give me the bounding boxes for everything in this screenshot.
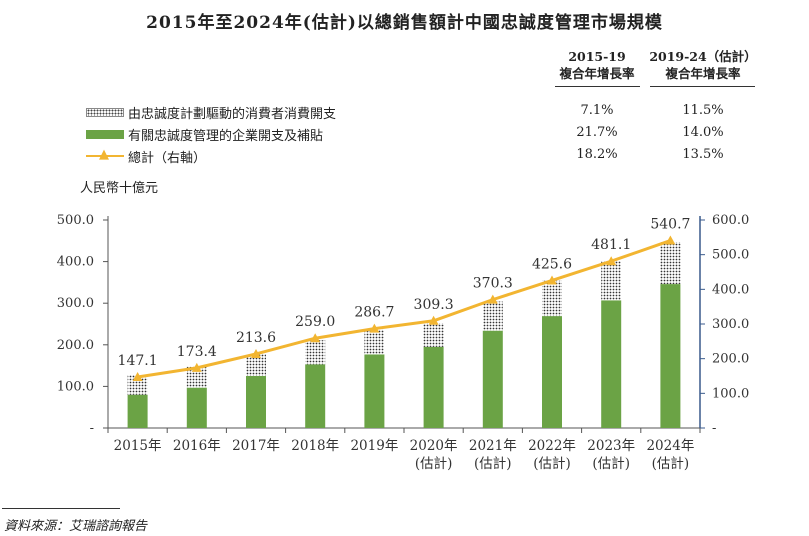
cagr-value: 14.0% bbox=[682, 125, 724, 140]
cagr-value: 18.2% bbox=[576, 147, 618, 162]
source-rule bbox=[2, 508, 120, 509]
bar-enterprise-spending bbox=[364, 354, 385, 428]
cagr-header-period: 2015-19 bbox=[568, 49, 626, 64]
bar-consumer-spending bbox=[186, 366, 207, 388]
total-marker-triangle bbox=[428, 315, 439, 325]
left-axis-tick-label: 100.0 bbox=[57, 379, 94, 394]
left-axis-tick-label: 200.0 bbox=[57, 338, 94, 353]
x-axis-category-label: 2019年 bbox=[350, 438, 398, 454]
bar-enterprise-spending bbox=[305, 364, 326, 428]
total-marker-triangle bbox=[606, 256, 617, 266]
chart-title: 2015年至2024年(估計)以總銷售額計中國忠誠度管理市場規模 bbox=[146, 13, 663, 33]
cagr-header-2015-19: 2015-19 複合年增長率 bbox=[537, 48, 657, 82]
x-axis-category-label: 2020年(估計) bbox=[410, 438, 458, 472]
right-axis-tick-label: 400.0 bbox=[712, 282, 749, 297]
legend-swatch-line-triangle bbox=[86, 147, 124, 163]
bar-consumer-spending bbox=[660, 242, 681, 285]
total-marker-triangle bbox=[310, 333, 321, 343]
cagr-header-label: 複合年增長率 bbox=[559, 66, 635, 81]
total-marker-triangle bbox=[369, 323, 380, 333]
legend-item-enterprise: 有關忠誠度管理的企業開支及補貼 bbox=[86, 124, 323, 144]
bar-enterprise-spending bbox=[660, 284, 681, 428]
total-data-label: 173.4 bbox=[177, 344, 217, 360]
bar-consumer-spending bbox=[482, 301, 503, 331]
cagr-header-rule bbox=[650, 86, 755, 87]
total-data-label: 286.7 bbox=[354, 305, 394, 321]
cagr-value: 7.1% bbox=[580, 103, 614, 118]
right-axis-tick-label: 200.0 bbox=[712, 352, 749, 367]
legend-swatch-dotted bbox=[86, 107, 124, 117]
total-data-label: 540.7 bbox=[650, 217, 690, 233]
unit-label: 人民幣十億元 bbox=[80, 181, 159, 196]
market-size-chart: - 100.0 200.0 300.0 400.0 500.0 - 100.0 200.0 300… bbox=[57, 213, 749, 472]
total-marker-triangle bbox=[191, 362, 202, 372]
right-axis-tick-label: 600.0 bbox=[712, 213, 749, 228]
bar-consumer-spending bbox=[305, 340, 326, 365]
cagr-header-2019-24: 2019-24（估計） 複合年增長率 bbox=[643, 48, 763, 82]
bar-enterprise-spending bbox=[601, 300, 622, 428]
legend-label: 由忠誠度計劃驅動的消費者消費開支 bbox=[128, 106, 337, 122]
bar-consumer-spending bbox=[542, 280, 562, 317]
bar-consumer-spending bbox=[364, 329, 385, 355]
x-axis-category-label: 2015年 bbox=[114, 438, 162, 454]
legend-item-consumer: 由忠誠度計劃驅動的消費者消費開支 bbox=[86, 102, 336, 122]
total-data-label: 481.1 bbox=[591, 237, 631, 253]
total-data-label: 309.3 bbox=[414, 297, 454, 313]
x-axis-category-label: 2022年(估計) bbox=[528, 438, 576, 472]
cagr-value: 11.5% bbox=[682, 103, 724, 118]
total-marker-triangle bbox=[251, 348, 261, 358]
right-axis-tick-label: - bbox=[712, 421, 716, 436]
cagr-value: 21.7% bbox=[576, 125, 618, 140]
bar-consumer-spending bbox=[246, 354, 266, 376]
x-axis-category-label: 2018年 bbox=[291, 438, 339, 454]
legend-item-total: 總計（右軸） bbox=[86, 146, 206, 166]
total-line bbox=[137, 239, 671, 379]
left-axis-tick-label: - bbox=[90, 421, 94, 436]
total-data-label: 259.0 bbox=[295, 314, 335, 330]
total-data-label: 370.3 bbox=[473, 276, 513, 292]
right-axis-tick-label: 300.0 bbox=[712, 317, 749, 332]
bar-enterprise-spending bbox=[423, 346, 444, 428]
right-axis-tick-label: 500.0 bbox=[712, 248, 749, 263]
bar-consumer-spending bbox=[423, 323, 444, 347]
bar-consumer-spending bbox=[601, 260, 622, 301]
x-axis-category-label: 2023年(估計) bbox=[587, 438, 635, 472]
left-axis-tick-label: 400.0 bbox=[57, 255, 94, 270]
cagr-value: 13.5% bbox=[682, 147, 724, 162]
cagr-header-label: 複合年增長率 bbox=[665, 66, 741, 81]
bar-enterprise-spending bbox=[482, 330, 503, 428]
total-marker-triangle bbox=[487, 294, 498, 304]
left-axis-tick-label: 500.0 bbox=[57, 213, 94, 228]
x-axis-category-label: 2021年(估計) bbox=[469, 438, 517, 472]
total-data-label: 425.6 bbox=[532, 256, 572, 272]
legend-swatch-green bbox=[86, 129, 124, 139]
right-axis-tick-label: 100.0 bbox=[712, 386, 749, 401]
source-note: 資料來源：艾瑞諮詢報告 bbox=[4, 519, 148, 534]
cagr-header-period: 2019-24（估計） bbox=[649, 49, 757, 64]
cagr-header-rule bbox=[555, 86, 640, 87]
total-data-label: 147.1 bbox=[118, 353, 158, 369]
bar-enterprise-spending bbox=[542, 316, 562, 428]
bar-enterprise-spending bbox=[127, 394, 148, 428]
x-axis-category-label: 2024年(估計) bbox=[646, 438, 694, 472]
total-marker-triangle bbox=[547, 275, 557, 285]
total-data-label: 213.6 bbox=[236, 330, 276, 346]
total-marker-triangle bbox=[132, 372, 143, 382]
total-marker-triangle bbox=[665, 235, 676, 245]
bar-enterprise-spending bbox=[246, 376, 266, 428]
bar-consumer-spending bbox=[127, 375, 148, 395]
legend-label: 有關忠誠度管理的企業開支及補貼 bbox=[128, 128, 324, 144]
x-axis-category-label: 2017年 bbox=[232, 438, 280, 454]
left-axis-tick-label: 300.0 bbox=[57, 296, 94, 311]
x-axis-category-label: 2016年 bbox=[173, 438, 221, 454]
legend-label: 總計（右軸） bbox=[128, 150, 207, 166]
bar-enterprise-spending bbox=[186, 387, 207, 428]
